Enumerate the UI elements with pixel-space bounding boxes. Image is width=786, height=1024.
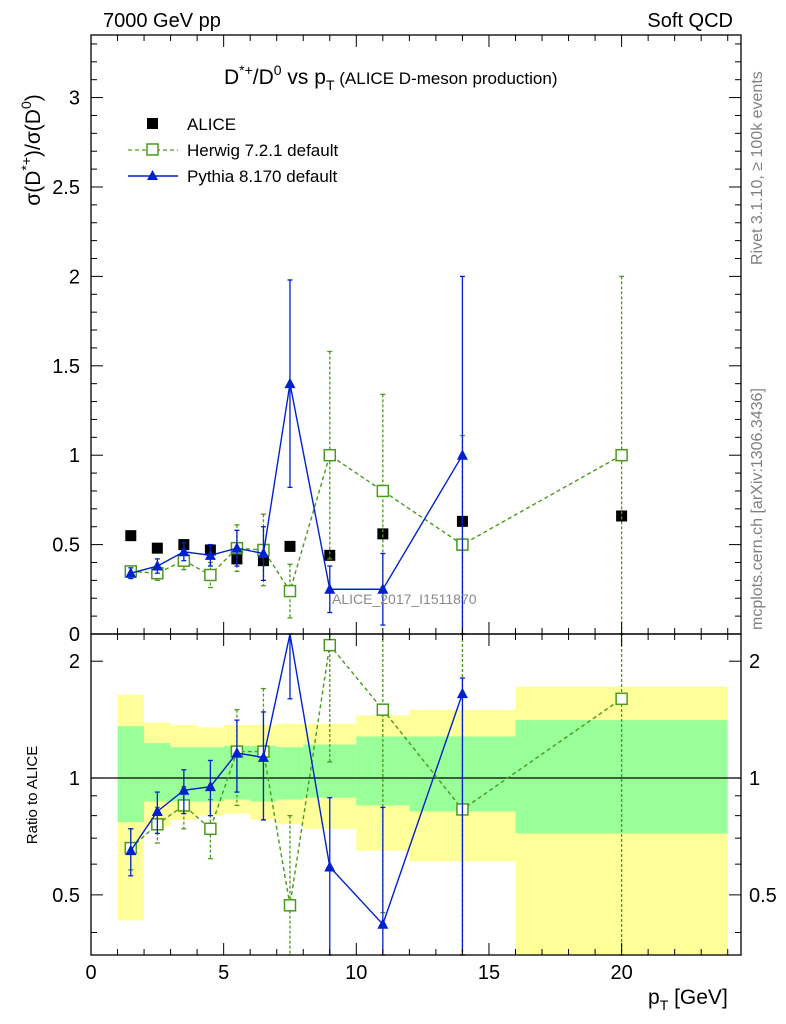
ratio-pythia-point — [456, 687, 468, 699]
pythia-point — [456, 449, 468, 460]
alice-point — [616, 510, 628, 522]
ratio-frame — [90, 633, 742, 956]
header-left: 7000 GeV pp — [103, 10, 221, 32]
ratio-y-tick-label-right: 0.5 — [749, 885, 777, 907]
ratio-herwig-point — [615, 692, 628, 706]
mcplots-label: mcplots.cern.ch [arXiv:1306.3436] — [749, 388, 766, 630]
pythia-point — [151, 560, 163, 571]
ratio-pythia-point — [178, 784, 190, 795]
ratio-inner-band — [276, 747, 304, 800]
herwig-point — [323, 448, 337, 462]
herwig-point — [283, 584, 297, 598]
pythia-point — [231, 542, 243, 553]
x-axis-label: pT [GeV] — [648, 986, 728, 1013]
series-alice — [125, 510, 628, 567]
main-y-tick-label: 1.5 — [52, 356, 80, 378]
ratio-pythia-point — [377, 918, 389, 929]
herwig-point — [204, 568, 217, 582]
legend-entry-alice: ALICE — [147, 115, 236, 134]
svg-text:pT [GeV]: pT [GeV] — [648, 986, 728, 1013]
series-herwig — [124, 275, 628, 635]
main-plot-layer — [124, 275, 628, 635]
main-y-tick-label: 2.5 — [52, 177, 80, 199]
ratio-herwig-point — [204, 822, 217, 836]
ratio-pythia-point — [151, 805, 163, 816]
main-y-tick-label: 2 — [69, 266, 80, 288]
ratio-pythia-point — [257, 751, 269, 762]
ratio-y-tick-label-left: 2 — [69, 651, 80, 673]
pythia-point — [324, 583, 336, 594]
main-y-axis-label: σ(D*+)/σ(D0) — [18, 94, 45, 206]
svg-text:Pythia 8.170 default: Pythia 8.170 default — [187, 167, 338, 186]
header-right: Soft QCD — [647, 10, 733, 32]
rivet-label: Rivet 3.1.10, ≥ 100k events — [749, 71, 766, 265]
pythia-point — [125, 567, 137, 578]
svg-text:σ(D*+)/σ(D0): σ(D*+)/σ(D0) — [18, 94, 45, 206]
main-y-tick-label: 0 — [69, 624, 80, 646]
main-y-tick-label: 3 — [69, 88, 80, 110]
svg-text:ALICE: ALICE — [187, 115, 236, 134]
x-tick-label: 10 — [345, 962, 367, 984]
pythia-point — [178, 545, 190, 557]
series-pythia — [125, 275, 468, 635]
x-tick-label: 5 — [218, 962, 229, 984]
herwig-point — [376, 484, 390, 498]
ratio-pythia-point — [204, 780, 216, 792]
ratio-y-tick-label-left: 0.5 — [52, 885, 80, 907]
ratio-pythia-point — [324, 860, 336, 872]
main-y-tick-label: 0.5 — [52, 535, 80, 557]
svg-text:D*+/D0 vs pT (ALICE D-meson pr: D*+/D0 vs pT (ALICE D-meson production) — [224, 62, 558, 93]
main-y-tick-label: 1 — [69, 445, 80, 467]
alice-point — [377, 528, 389, 540]
ratio-inner-band — [117, 726, 145, 823]
ratio-inner-band — [303, 744, 357, 798]
x-tick-label: 15 — [478, 962, 500, 984]
herwig-point — [615, 448, 628, 462]
ratio-y-axis-label: Ratio to ALICE — [24, 746, 41, 844]
axes: 0 5 10 15 20 0 0.5 1 1.5 2 2.5 3 0.5 0.5 1 1 2 2 — [52, 34, 777, 984]
ratio-plot-layer — [124, 633, 628, 956]
ratio-herwig-point — [376, 703, 390, 716]
chart-title: D*+/D0 vs pT (ALICE D-meson production) — [224, 62, 558, 93]
ratio-y-tick-label-right: 2 — [749, 651, 760, 673]
pythia-point — [284, 377, 296, 389]
alice-point — [125, 530, 137, 542]
ratio-herwig-point — [283, 899, 297, 912]
alice-point — [151, 542, 163, 554]
ratio-pythia-point — [231, 747, 243, 758]
ratio-herwig-point — [323, 638, 337, 652]
x-tick-label: 20 — [610, 962, 632, 984]
analysis-watermark: ALICE_2017_I1511870 — [332, 591, 477, 607]
ratio-pythia-point — [125, 844, 137, 856]
pythia-point — [204, 549, 216, 560]
ratio-uncertainty-bands — [91, 686, 741, 955]
ratio-y-tick-label-left: 1 — [69, 768, 80, 790]
alice-point — [324, 549, 336, 561]
ratio-y-tick-label-right: 1 — [749, 768, 760, 790]
pythia-point — [257, 547, 269, 559]
x-tick-label: 0 — [85, 962, 96, 984]
legend: ALICE Herwig 7.2.1 default Pythia 8.170 … — [128, 115, 338, 186]
legend-entry-pythia: Pythia 8.170 default — [128, 167, 338, 186]
legend-entry-herwig: Herwig 7.2.1 default — [128, 141, 338, 160]
svg-text:Herwig 7.2.1 default: Herwig 7.2.1 default — [187, 141, 338, 160]
alice-point — [284, 540, 296, 552]
pythia-point — [377, 583, 389, 594]
ratio-pythia-line — [130, 633, 464, 926]
